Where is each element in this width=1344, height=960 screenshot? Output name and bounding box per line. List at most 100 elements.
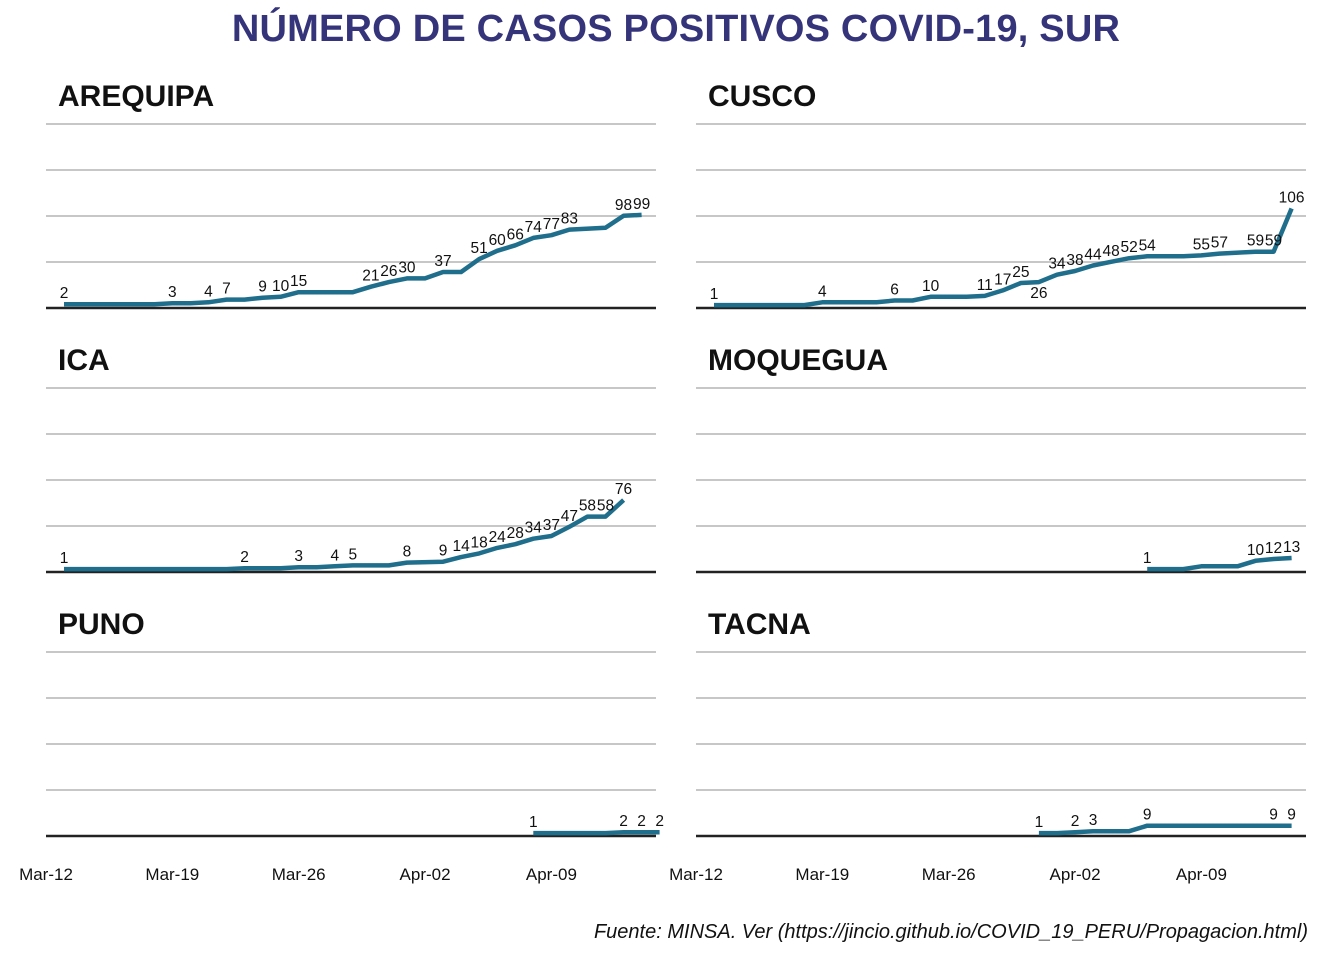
data-label: 9 — [258, 279, 267, 296]
data-label: 34 — [525, 520, 543, 537]
data-label: 9 — [1269, 807, 1278, 824]
data-label: 17 — [994, 271, 1011, 288]
data-label: 38 — [1066, 252, 1083, 269]
x-tick-label: Apr-09 — [526, 865, 577, 884]
x-tick-label: Mar-12 — [669, 865, 723, 884]
series-line — [1038, 823, 1292, 836]
data-label: 1 — [1143, 550, 1152, 567]
data-label: 28 — [507, 525, 524, 542]
data-label: 4 — [330, 547, 339, 564]
data-label: 3 — [294, 548, 303, 565]
data-label: 14 — [452, 538, 470, 555]
data-label: 9 — [439, 543, 448, 560]
x-tick-label: Mar-26 — [272, 865, 326, 884]
data-label: 10 — [1247, 542, 1265, 559]
data-label: 15 — [290, 273, 307, 290]
data-label: 30 — [398, 259, 416, 276]
x-tick-label: Mar-12 — [19, 865, 73, 884]
panel-title: MOQUEGUA — [708, 344, 888, 377]
data-label: 2 — [60, 285, 69, 302]
data-label: 2 — [619, 813, 628, 830]
data-label: 3 — [1089, 812, 1098, 829]
data-label: 26 — [1030, 285, 1047, 302]
x-tick-label: Apr-09 — [1176, 865, 1227, 884]
data-label: 44 — [1084, 247, 1102, 264]
panel-arequipa: AREQUIPA 2 3 4 7 9 10 15 21 26 30 37 51 60 66 74 77 83 98 9… — [46, 80, 656, 310]
data-label: 47 — [561, 508, 578, 525]
data-label: 52 — [1121, 239, 1138, 256]
data-label: 12 — [1265, 540, 1282, 557]
series-line — [64, 212, 642, 307]
x-tick-label: Apr-02 — [1050, 865, 1101, 884]
data-label: 57 — [1211, 235, 1228, 252]
data-label: 3 — [168, 284, 177, 301]
data-label: 1 — [60, 550, 69, 567]
data-label: 77 — [543, 216, 560, 233]
data-label: 60 — [489, 232, 507, 249]
data-label: 58 — [579, 498, 596, 515]
data-label: 2 — [655, 813, 664, 830]
data-label: 4 — [204, 283, 213, 300]
data-label: 1 — [529, 814, 538, 831]
data-label: 4 — [818, 283, 827, 300]
x-tick-label: Mar-26 — [922, 865, 976, 884]
data-label: 74 — [525, 219, 543, 236]
data-label: 8 — [403, 544, 412, 561]
data-label: 1 — [710, 286, 719, 303]
data-label: 76 — [615, 481, 632, 498]
series-line — [1147, 555, 1292, 572]
data-label: 37 — [434, 253, 451, 270]
data-label: 106 — [1279, 189, 1305, 206]
series-line — [533, 829, 660, 836]
panel-title: AREQUIPA — [58, 80, 214, 113]
data-label: 51 — [471, 240, 488, 257]
data-label: 37 — [543, 517, 560, 534]
data-label: 55 — [1193, 236, 1210, 253]
x-tick-label: Mar-19 — [795, 865, 849, 884]
data-label: 9 — [1287, 807, 1296, 824]
data-label: 83 — [561, 211, 578, 228]
x-tick-label: Apr-02 — [400, 865, 451, 884]
data-label: 48 — [1102, 243, 1119, 260]
panel-title: ICA — [58, 344, 110, 377]
data-label: 9 — [1143, 807, 1152, 824]
data-label: 10 — [272, 278, 290, 295]
panel-title: PUNO — [58, 608, 145, 641]
data-label: 66 — [507, 226, 524, 243]
panel-title: TACNA — [708, 608, 811, 641]
data-label: 2 — [240, 549, 249, 566]
data-label: 21 — [362, 268, 379, 285]
data-label: 25 — [1012, 264, 1029, 281]
series-line — [64, 498, 626, 572]
data-label: 34 — [1048, 256, 1066, 273]
chart-title: NÚMERO DE CASOS POSITIVOS COVID-19, SUR — [231, 8, 1121, 50]
panel-moquegua: MOQUEGUA 1 10 12 13 — [696, 344, 1306, 574]
panel-title: CUSCO — [708, 80, 816, 113]
series-line — [714, 207, 1294, 308]
data-label: 58 — [597, 498, 614, 515]
data-label: 99 — [633, 196, 650, 213]
x-tick-label: Mar-19 — [145, 865, 199, 884]
data-label: 7 — [222, 281, 231, 298]
data-label: 59 — [1247, 233, 1264, 250]
data-label: 24 — [489, 529, 507, 546]
data-label: 18 — [471, 534, 488, 551]
data-label: 26 — [380, 263, 397, 280]
data-label: 1 — [1035, 814, 1044, 831]
data-label: 2 — [1071, 813, 1080, 830]
data-label: 13 — [1283, 539, 1300, 556]
data-label: 5 — [348, 546, 357, 563]
data-label: 6 — [890, 281, 899, 298]
data-label: 11 — [977, 277, 993, 294]
data-label: 98 — [615, 197, 632, 214]
data-label: 10 — [922, 278, 940, 295]
source-caption: Fuente: MINSA. Ver (https://jincio.githu… — [593, 921, 1308, 943]
data-label: 59 — [1265, 233, 1282, 250]
data-label: 2 — [637, 813, 646, 830]
data-label: 54 — [1139, 237, 1157, 254]
